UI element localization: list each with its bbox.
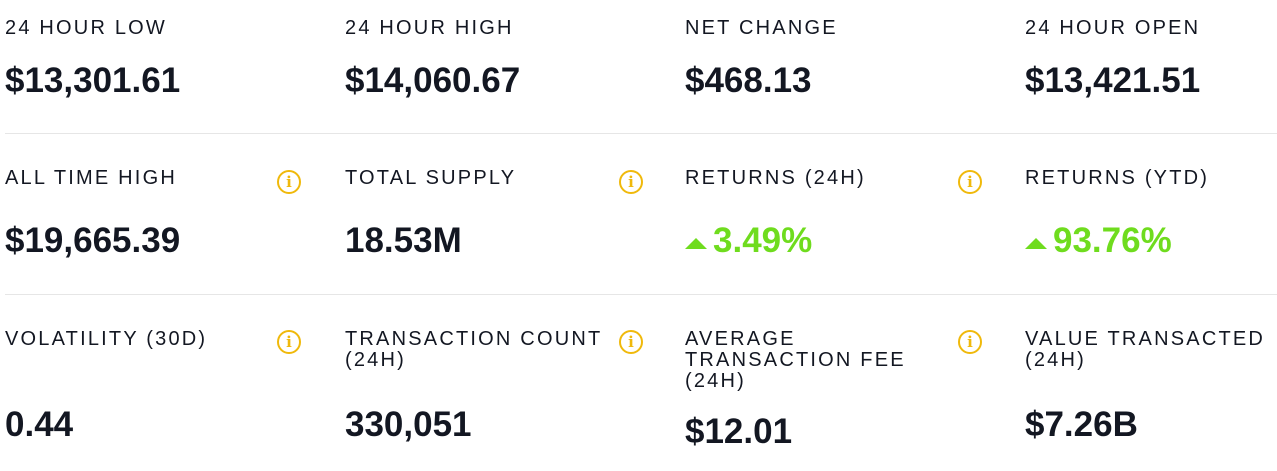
stat-value: $468.13 [685, 61, 812, 100]
info-circle-icon[interactable]: i [619, 330, 643, 354]
stat-total-supply: TOTAL SUPPLY i 18.53M [345, 134, 645, 294]
stat-value: $19,665.39 [5, 221, 181, 260]
info-circle-icon[interactable]: i [277, 170, 301, 194]
triangle-up-icon [685, 238, 707, 249]
stat-average-transaction-fee: AVERAGE TRANSACTION FEE (24H) i $12.01 [685, 295, 985, 471]
stat-value-transacted: VALUE TRANSACTED (24H) $7.26B [1025, 295, 1277, 471]
stats-row-2: ALL TIME HIGH i $19,665.39 TOTAL SUPPLY … [0, 134, 1277, 294]
stat-label: AVERAGE TRANSACTION FEE (24H) [685, 328, 906, 392]
stat-value: $14,060.67 [345, 61, 521, 100]
row-divider [5, 133, 1277, 134]
row-divider [5, 294, 1277, 295]
stat-label: TOTAL SUPPLY [345, 167, 517, 189]
stat-volatility-30d: VOLATILITY (30D) i 0.44 [5, 295, 305, 471]
stat-label: ALL TIME HIGH [5, 167, 177, 189]
stat-all-time-high: ALL TIME HIGH i $19,665.39 [5, 134, 305, 294]
stats-row-3: VOLATILITY (30D) i 0.44 TRANSACTION COUN… [0, 295, 1277, 471]
stat-value: $7.26B [1025, 405, 1138, 444]
stats-row-1: 24 HOUR LOW $13,301.61 24 HOUR HIGH $14,… [0, 0, 1277, 133]
stat-transaction-count: TRANSACTION COUNT (24H) i 330,051 [345, 295, 645, 471]
stat-label: 24 HOUR OPEN [1025, 17, 1201, 39]
stat-value: 0.44 [5, 405, 74, 444]
stat-value-text: 93.76% [1053, 221, 1172, 260]
stat-24h-high: 24 HOUR HIGH $14,060.67 [345, 0, 645, 133]
stat-value: 18.53M [345, 221, 462, 260]
stat-label: 24 HOUR HIGH [345, 17, 514, 39]
info-circle-icon[interactable]: i [277, 330, 301, 354]
stat-label: RETURNS (24H) [685, 167, 866, 189]
info-circle-icon[interactable]: i [619, 170, 643, 194]
stat-label: RETURNS (YTD) [1025, 167, 1210, 189]
stat-returns-24h: RETURNS (24H) i 3.49% [685, 134, 985, 294]
triangle-up-icon [1025, 238, 1047, 249]
stat-returns-ytd: RETURNS (YTD) 93.76% [1025, 134, 1277, 294]
stat-value: $13,421.51 [1025, 61, 1201, 100]
stat-value: 330,051 [345, 405, 472, 444]
info-circle-icon[interactable]: i [958, 170, 982, 194]
stat-value: $13,301.61 [5, 61, 181, 100]
info-circle-icon[interactable]: i [958, 330, 982, 354]
stat-label: NET CHANGE [685, 17, 838, 39]
stat-label: VOLATILITY (30D) [5, 328, 208, 350]
stat-label: VALUE TRANSACTED (24H) [1025, 328, 1266, 371]
stat-24h-open: 24 HOUR OPEN $13,421.51 [1025, 0, 1277, 133]
stat-value-text: 3.49% [713, 221, 813, 260]
stat-label: TRANSACTION COUNT (24H) [345, 328, 603, 371]
stat-label: 24 HOUR LOW [5, 17, 168, 39]
stat-value-positive: 93.76% [1025, 221, 1172, 261]
stat-net-change: NET CHANGE $468.13 [685, 0, 985, 133]
stat-24h-low: 24 HOUR LOW $13,301.61 [5, 0, 305, 133]
stat-value-positive: 3.49% [685, 221, 812, 261]
stat-value: $12.01 [685, 412, 793, 451]
